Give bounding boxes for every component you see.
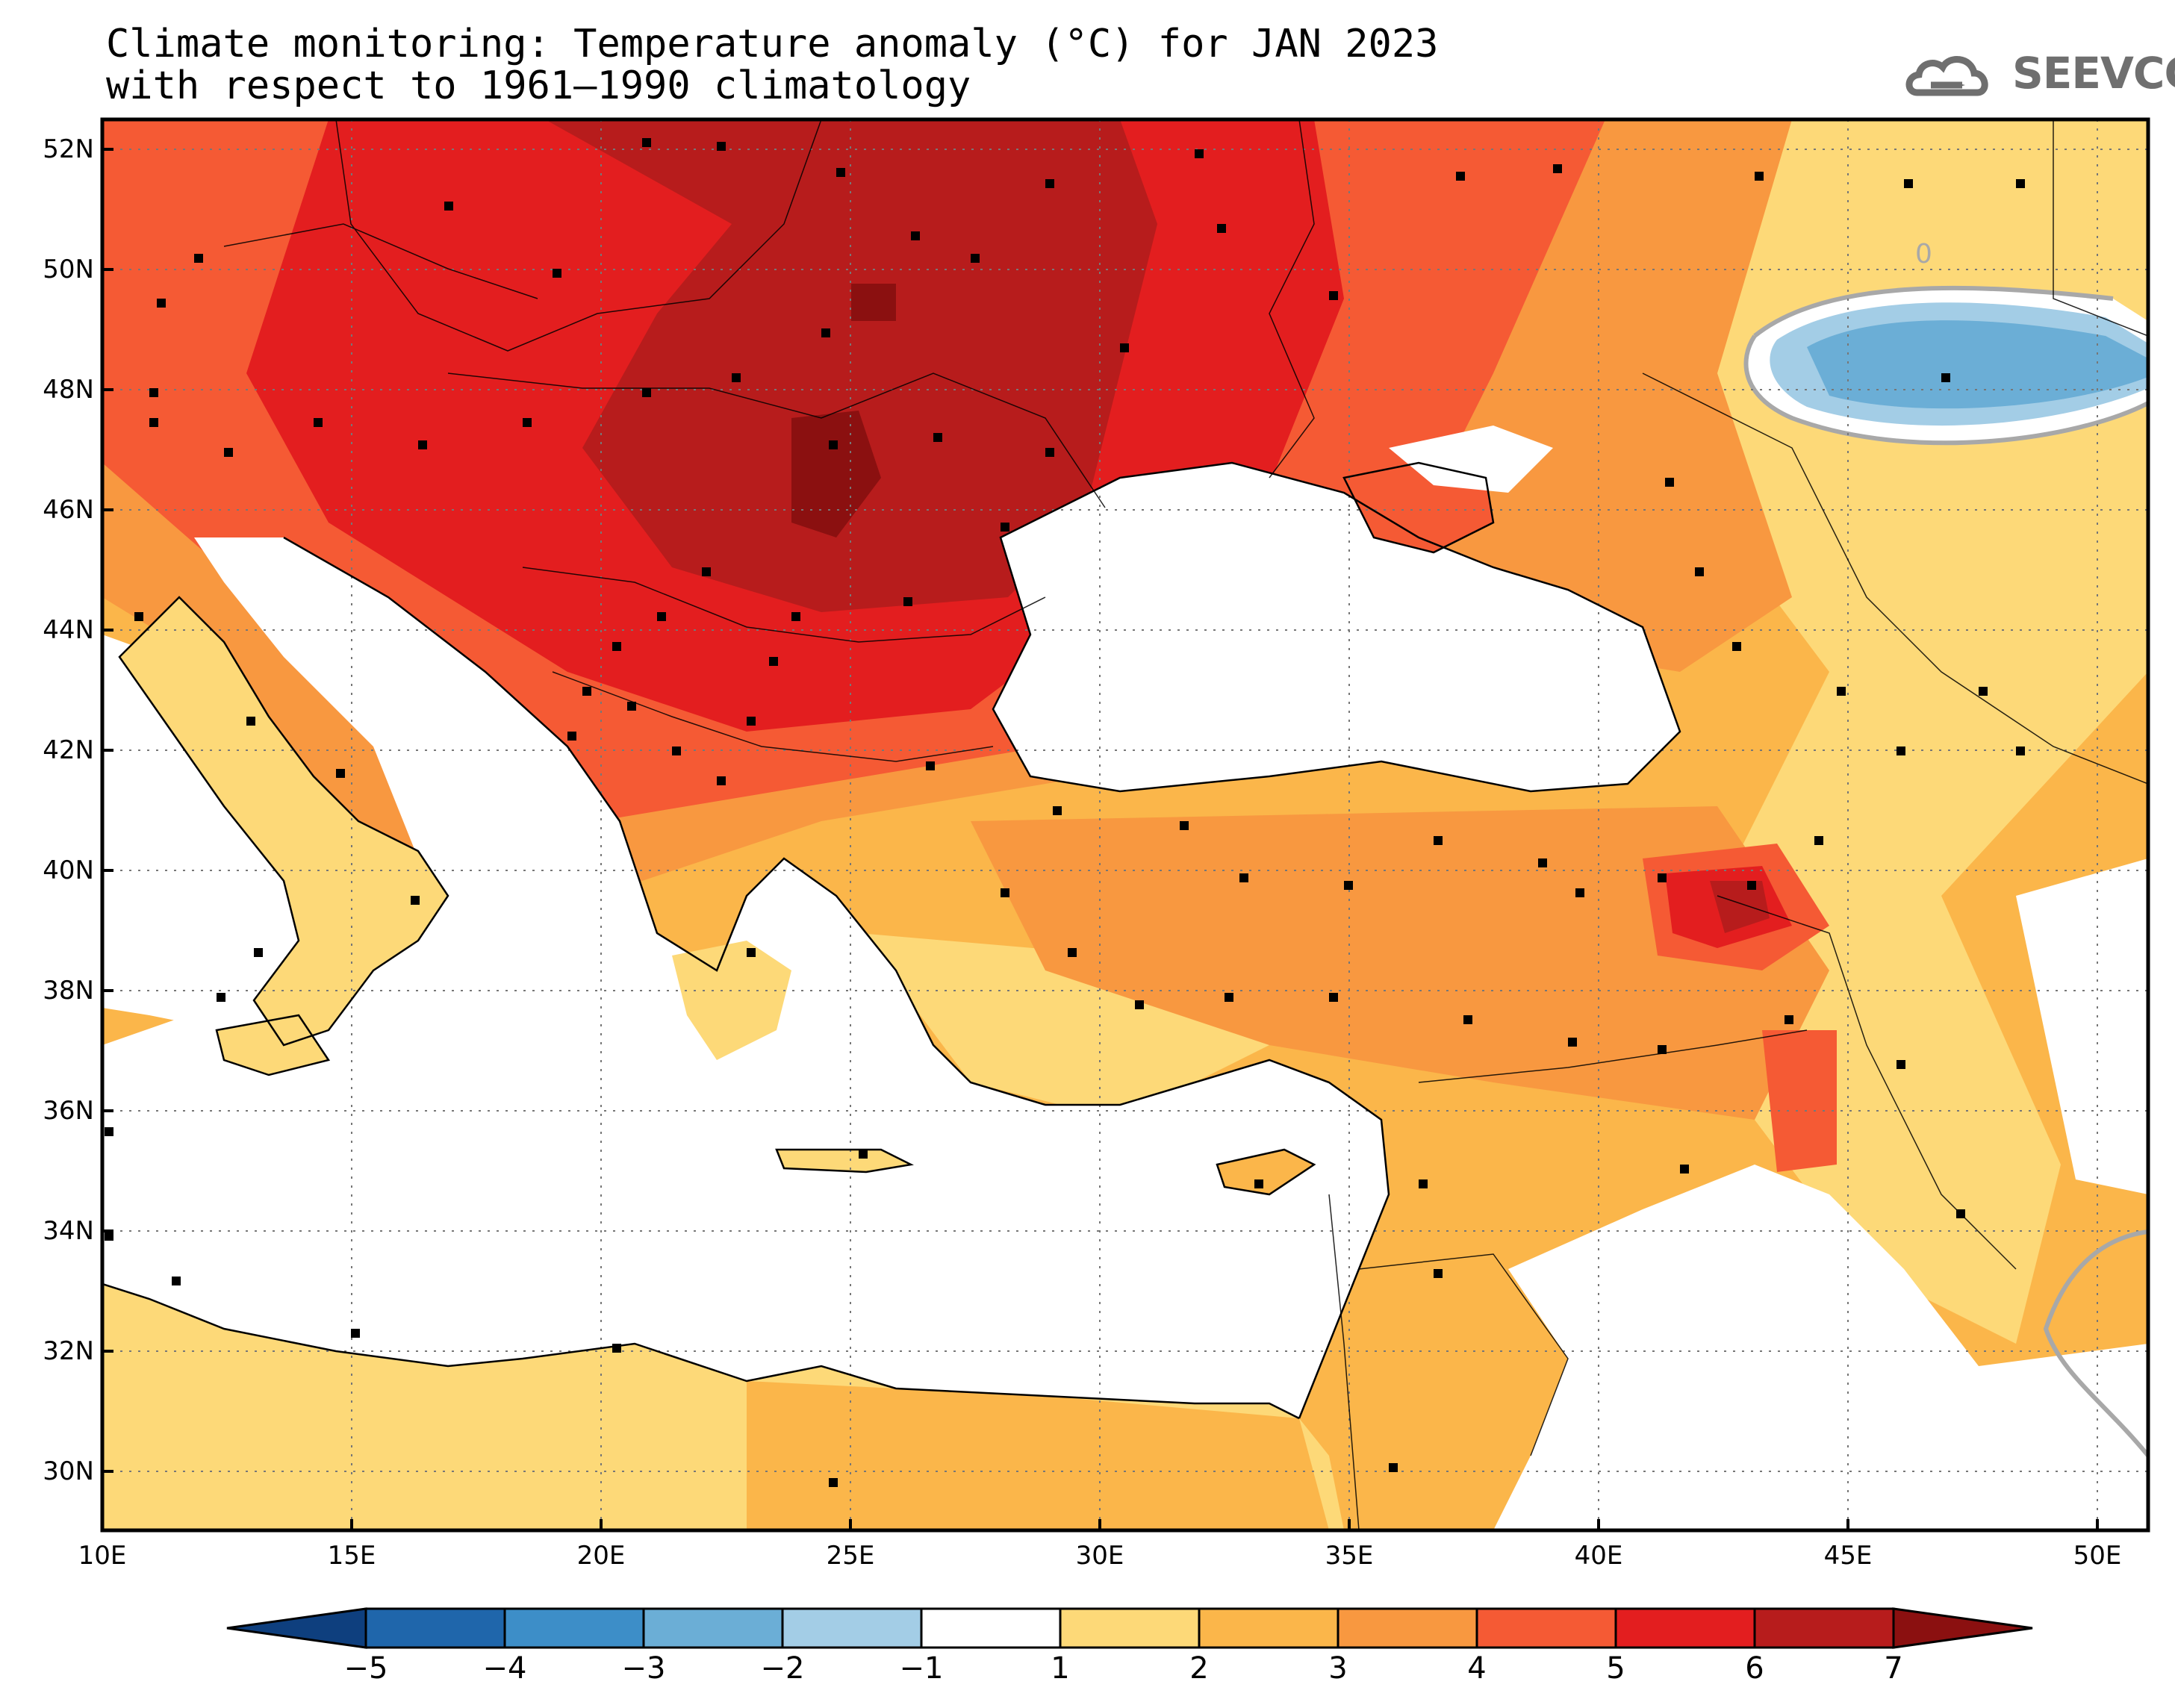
colorbar-arrow-high bbox=[1892, 1607, 2033, 1649]
lat-label: 34N bbox=[43, 1216, 94, 1246]
lon-label: 45E bbox=[1823, 1541, 1873, 1571]
colorbar-label: −2 bbox=[760, 1651, 805, 1686]
colorbar-label: 6 bbox=[1745, 1651, 1764, 1686]
lon-label: 50E bbox=[2073, 1541, 2122, 1571]
seevccc-logo-icon bbox=[1905, 56, 1988, 96]
lat-label: 40N bbox=[43, 855, 94, 885]
colorbar-segment bbox=[1337, 1607, 1478, 1649]
lat-label: 46N bbox=[43, 495, 94, 525]
lat-label: 50N bbox=[43, 255, 94, 284]
contour-label: 0 bbox=[1915, 239, 1932, 269]
lat-label: 38N bbox=[43, 976, 94, 1006]
colorbar-segment bbox=[642, 1607, 784, 1649]
colorbar-segment bbox=[1753, 1607, 1895, 1649]
anomaly-field bbox=[102, 119, 2148, 1530]
lon-label: 35E bbox=[1325, 1541, 1374, 1571]
lat-label: 44N bbox=[43, 615, 94, 645]
lon-label: 20E bbox=[576, 1541, 626, 1571]
lon-label: 40E bbox=[1574, 1541, 1623, 1571]
lat-label: 32N bbox=[43, 1336, 94, 1366]
lon-label: 25E bbox=[826, 1541, 875, 1571]
colorbar-label: 5 bbox=[1606, 1651, 1625, 1686]
colorbar-segment bbox=[503, 1607, 645, 1649]
colorbar-label: −3 bbox=[621, 1651, 666, 1686]
lon-label: 30E bbox=[1075, 1541, 1124, 1571]
colorbar-label: 3 bbox=[1328, 1651, 1348, 1686]
colorbar-arrow-low bbox=[226, 1607, 367, 1649]
country-borders bbox=[223, 119, 2148, 1530]
colorbar-segment bbox=[1059, 1607, 1201, 1649]
map-subtitle: with respect to 1961–1990 climatology bbox=[106, 63, 971, 108]
station-markers bbox=[105, 138, 2025, 1487]
grid-lines bbox=[102, 119, 2148, 1530]
colorbar-label: −5 bbox=[343, 1651, 388, 1686]
lat-label: 42N bbox=[43, 735, 94, 765]
lat-label: 48N bbox=[43, 375, 94, 405]
lon-label: 15E bbox=[327, 1541, 376, 1571]
colorbar-segment bbox=[781, 1607, 923, 1649]
colorbar-segment bbox=[920, 1607, 1062, 1649]
colorbar-label: −1 bbox=[899, 1651, 944, 1686]
colorbar-segment bbox=[364, 1607, 506, 1649]
logo-text: SEEVCCC bbox=[2012, 48, 2175, 99]
colorbar-label: 1 bbox=[1051, 1651, 1070, 1686]
map-title: Climate monitoring: Temperature anomaly … bbox=[106, 22, 1439, 66]
lat-label: 36N bbox=[43, 1096, 94, 1126]
colorbar-label: 4 bbox=[1467, 1651, 1487, 1686]
colorbar-label: −4 bbox=[482, 1651, 527, 1686]
colorbar-segment bbox=[1614, 1607, 1756, 1649]
map-frame bbox=[100, 117, 2150, 1533]
colorbar bbox=[226, 1607, 2033, 1649]
lat-label: 52N bbox=[43, 134, 94, 164]
coastlines bbox=[102, 461, 1681, 1420]
lat-label: 30N bbox=[43, 1456, 94, 1486]
colorbar-label: 2 bbox=[1189, 1651, 1209, 1686]
lon-label: 10E bbox=[78, 1541, 127, 1571]
colorbar-label: 7 bbox=[1884, 1651, 1903, 1686]
colorbar-segment bbox=[1475, 1607, 1617, 1649]
colorbar-segment bbox=[1198, 1607, 1339, 1649]
